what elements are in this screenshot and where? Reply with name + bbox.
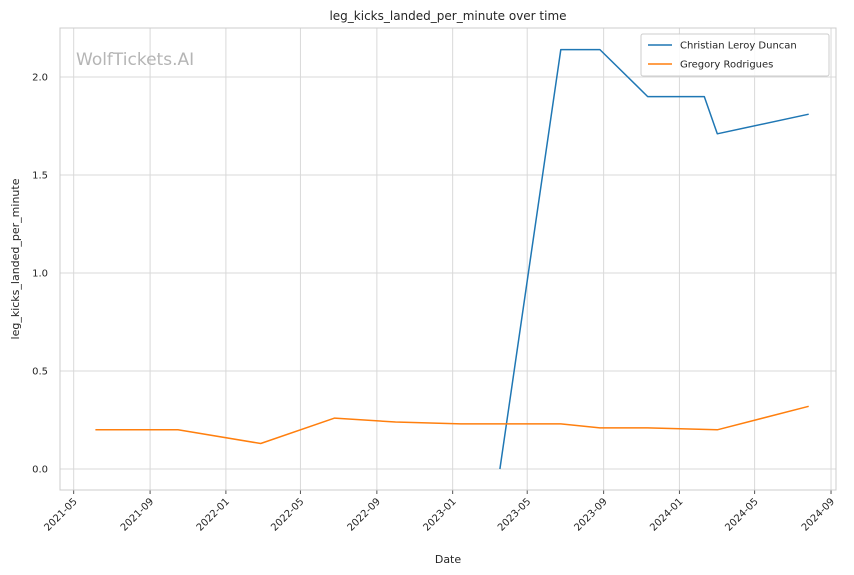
y-tick-label: 0.0	[32, 465, 48, 476]
y-tick-label: 2.0	[32, 73, 48, 84]
series-line-christian-leroy-duncan	[499, 48, 809, 470]
legend-label-christian-leroy-duncan: Christian Leroy Duncan	[680, 41, 797, 52]
x-tick-label: 2021-05	[42, 496, 79, 533]
watermark-text: WolfTickets.AI	[76, 50, 194, 70]
legend-label-gregory-rodrigues: Gregory Rodrigues	[680, 60, 773, 71]
x-tick-label: 2021-09	[119, 496, 156, 533]
legend-box	[640, 33, 830, 77]
x-tick-label: 2024-09	[800, 496, 837, 533]
x-tick-label: 2022-01	[195, 496, 232, 533]
x-axis-label: Date	[435, 553, 462, 566]
plot-background	[60, 28, 836, 490]
series-line-gregory-rodrigues	[95, 405, 809, 445]
y-tick-label: 1.0	[32, 269, 48, 280]
chart-title: leg_kicks_landed_per_minute over time	[329, 9, 566, 23]
x-tick-label: 2024-05	[723, 496, 760, 533]
legend: Christian Leroy Duncan Gregory Rodrigues	[640, 33, 830, 77]
x-tick-label: 2022-09	[346, 496, 383, 533]
y-tick-label: 0.5	[32, 367, 48, 378]
x-tick-label: 2024-01	[648, 496, 685, 533]
y-axis-ticks: 0.0 0.5 1.0 1.5 2.0	[32, 73, 48, 476]
plot-frame	[59, 27, 837, 491]
series-lines	[95, 48, 809, 470]
x-tick-label: 2023-05	[496, 496, 533, 533]
x-tick-label: 2023-09	[572, 496, 609, 533]
y-axis-label: leg_kicks_landed_per_minute	[9, 178, 22, 339]
y-tick-label: 1.5	[32, 171, 48, 182]
x-axis-ticks: 2021-05 2021-09 2022-01 2022-05 2022-09 2023-…	[42, 490, 837, 534]
x-tick-label: 2023-01	[421, 496, 458, 533]
x-tick-label: 2022-05	[269, 496, 306, 533]
grid-lines	[60, 28, 836, 490]
